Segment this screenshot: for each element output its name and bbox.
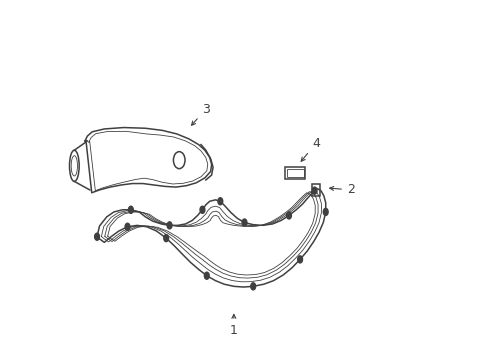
Text: 1: 1 <box>229 314 237 337</box>
Circle shape <box>218 198 223 205</box>
Bar <box>311 184 320 195</box>
Circle shape <box>250 283 255 290</box>
Text: 3: 3 <box>191 103 209 125</box>
Circle shape <box>323 208 327 215</box>
Circle shape <box>95 233 99 240</box>
Bar <box>285 167 305 179</box>
Circle shape <box>200 206 204 213</box>
Circle shape <box>128 206 133 213</box>
Circle shape <box>204 272 209 279</box>
Circle shape <box>242 219 246 226</box>
Text: 4: 4 <box>301 137 319 161</box>
Circle shape <box>163 235 168 242</box>
Circle shape <box>311 187 316 194</box>
Bar <box>286 168 304 177</box>
Circle shape <box>125 223 130 230</box>
Circle shape <box>167 222 172 229</box>
Text: 2: 2 <box>329 184 354 197</box>
Circle shape <box>286 212 291 219</box>
Circle shape <box>297 256 302 263</box>
